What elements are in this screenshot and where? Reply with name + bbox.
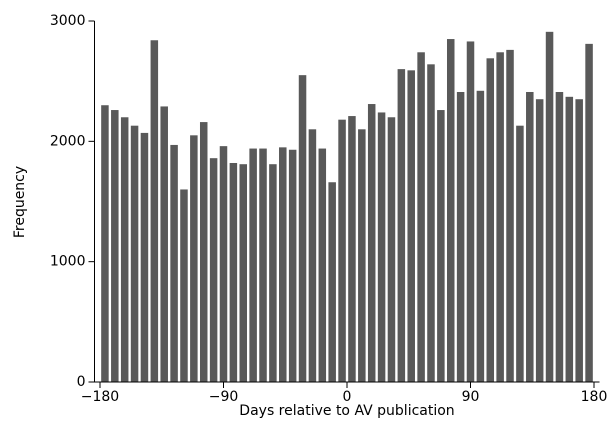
bar (150, 40, 159, 383)
bar (160, 106, 168, 382)
x-tick-label: −180 (81, 389, 119, 405)
bar (516, 125, 524, 382)
bar (170, 144, 178, 382)
bar (348, 116, 356, 383)
bar (486, 58, 495, 382)
x-axis-label: Days relative to AV publication (239, 403, 454, 419)
bar (496, 52, 504, 382)
bar (466, 41, 475, 382)
bar (555, 91, 564, 382)
bar (298, 75, 307, 383)
bar (288, 149, 297, 382)
x-tick-label: 90 (462, 389, 480, 405)
bar (427, 64, 435, 382)
y-tick-label: 1000 (50, 254, 86, 270)
bar (130, 125, 139, 382)
bar (180, 189, 188, 382)
bar (308, 129, 317, 382)
bar (199, 122, 208, 382)
bar (437, 110, 445, 383)
bar (120, 117, 129, 383)
bar (101, 105, 109, 382)
bar (239, 164, 248, 382)
y-tick-label: 0 (77, 374, 86, 390)
bar (407, 70, 415, 382)
bar (575, 99, 583, 382)
bar (229, 162, 238, 382)
bar (456, 91, 465, 382)
bar (259, 148, 267, 382)
bar (565, 96, 574, 382)
bar (338, 119, 346, 382)
bar (269, 164, 277, 382)
bar (279, 147, 287, 382)
bar (367, 104, 376, 382)
bar (358, 129, 366, 382)
y-tick-label: 2000 (50, 133, 86, 149)
bar (476, 90, 485, 382)
y-tick-label: 3000 (50, 13, 86, 29)
bar (417, 52, 425, 382)
bar (545, 31, 554, 383)
bar (506, 49, 514, 382)
bar (249, 148, 257, 382)
bar (526, 91, 534, 382)
bar (377, 112, 386, 382)
bar (585, 43, 593, 382)
bar (190, 135, 198, 382)
bar (446, 39, 455, 383)
x-tick-label: 0 (343, 389, 352, 405)
y-axis-label: Frequency (12, 166, 28, 238)
bar (140, 132, 149, 382)
bar (111, 110, 119, 383)
x-tick-label: 180 (581, 389, 608, 405)
x-tick-label: −90 (209, 389, 239, 405)
bar (535, 99, 544, 382)
bar (318, 148, 327, 382)
bar (387, 117, 396, 383)
bar (219, 146, 228, 382)
bar (397, 69, 406, 382)
bar (328, 182, 336, 382)
bar (209, 158, 218, 382)
